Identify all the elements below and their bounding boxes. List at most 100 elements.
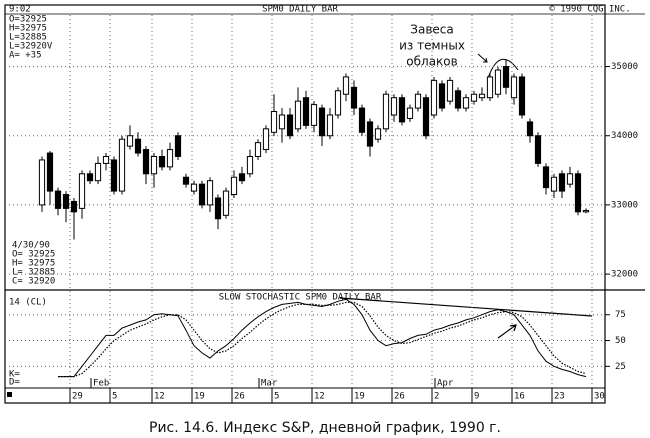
x-tick-label: 19 <box>354 392 365 402</box>
candle-body <box>494 69 502 95</box>
candle-body <box>470 93 478 102</box>
candle-body <box>78 173 86 209</box>
candle-body <box>566 173 574 185</box>
candle-body <box>270 111 278 133</box>
info-line: O=32925 <box>9 15 47 25</box>
month-label: Mar <box>261 379 278 389</box>
annotation: из темных <box>399 39 465 53</box>
caption: Рис. 14.6. Индекс S&P, дневной график, 1… <box>149 420 501 436</box>
candle-body <box>462 97 470 109</box>
candle-body <box>182 176 190 185</box>
info-line: L=32885 <box>9 33 47 43</box>
month-label: Feb <box>93 379 109 389</box>
candle-body <box>222 190 230 216</box>
candle-body <box>390 97 398 116</box>
candle-body <box>526 121 534 137</box>
candle-body <box>46 152 54 192</box>
candle-body <box>174 135 182 157</box>
candle-body <box>230 176 238 196</box>
candle-body <box>438 83 446 109</box>
candle-body <box>350 86 358 109</box>
chart-title: SPM0 DAILY BAR <box>262 5 338 15</box>
candle-body <box>62 194 70 209</box>
candle-body <box>542 166 550 189</box>
candle-body <box>166 149 174 168</box>
candle-body <box>70 200 78 213</box>
x-tick-label: 30 <box>594 392 605 402</box>
info-line: A= +35 <box>9 51 42 61</box>
candle-body <box>382 93 390 130</box>
candle-body <box>246 155 254 175</box>
x-tick-label: 9 <box>474 392 479 402</box>
info-line: L=32920V <box>9 42 53 52</box>
candle-body <box>326 114 334 137</box>
candle-body <box>126 135 134 147</box>
stochastic-line <box>58 301 587 378</box>
annotation-arrow <box>477 53 488 63</box>
y-tick-label: 34000 <box>611 131 638 141</box>
last-bar-line: H= 32975 <box>12 259 55 269</box>
last-bar-line: C= 32920 <box>12 277 55 287</box>
candle-body <box>366 121 374 147</box>
x-tick-label: 2 <box>434 392 439 402</box>
candle-body <box>278 114 286 130</box>
time: 9:02 <box>9 5 31 15</box>
candle-body <box>110 159 118 192</box>
y-tick-label: 35000 <box>611 62 638 72</box>
candle-body <box>286 114 294 137</box>
candle-body <box>294 100 302 130</box>
candle-body <box>398 97 406 123</box>
last-bar-line: O= 32925 <box>12 250 55 260</box>
y-tick-label: 32000 <box>611 270 638 280</box>
candle-body <box>38 159 46 206</box>
info-line: H=32975 <box>9 24 47 34</box>
candle-body <box>142 149 150 175</box>
candle-body <box>446 79 454 102</box>
candle-body <box>486 76 494 99</box>
candle-body <box>574 173 582 213</box>
candle-body <box>86 173 94 182</box>
y-tick-label: 33000 <box>611 200 638 210</box>
last-bar-line: L= 32885 <box>12 268 55 278</box>
x-tick-label: 5 <box>112 392 117 402</box>
candle-body <box>406 107 414 119</box>
candle-body <box>414 93 422 109</box>
candle-body <box>502 66 510 88</box>
candle-body <box>518 76 526 116</box>
x-tick-label: 12 <box>314 392 325 402</box>
candle-body <box>134 138 142 154</box>
candle-body <box>94 162 102 182</box>
candle-body <box>214 197 222 220</box>
candle-body <box>534 135 542 164</box>
x-tick-label: 26 <box>234 392 245 402</box>
month-label: Apr <box>437 379 454 389</box>
period-label: 14 (CL) <box>9 298 47 308</box>
candle-body <box>150 155 158 175</box>
candle-body <box>374 128 382 140</box>
candle-body <box>342 76 350 95</box>
candle-body <box>158 155 166 168</box>
x-tick-label: 5 <box>274 392 279 402</box>
legend-entry: K= <box>9 370 20 380</box>
candle-body <box>238 173 246 182</box>
y-tick-label: 25 <box>615 362 626 372</box>
candle-body <box>422 97 430 137</box>
divergence-arrow <box>497 324 517 339</box>
x-tick-label: 23 <box>554 392 565 402</box>
candle-body <box>318 107 326 137</box>
x-tick-label: 16 <box>514 392 525 402</box>
x-tick-label: 26 <box>394 392 405 402</box>
candle-body <box>430 79 438 116</box>
x-tick-label: 12 <box>154 392 165 402</box>
frame <box>4 4 606 404</box>
divergence-line <box>339 297 593 317</box>
candle-body <box>510 76 518 99</box>
annotation: облаков <box>406 55 457 69</box>
candle-body <box>302 97 310 126</box>
legend-entry: D= <box>9 378 20 388</box>
stochastic-title: SLOW STOCHASTIC SPM0 DAILY BAR <box>219 293 382 303</box>
stochastic-line <box>58 298 587 378</box>
candle-body <box>454 90 462 109</box>
copyright: © 1990 CQG INC. <box>549 5 630 15</box>
